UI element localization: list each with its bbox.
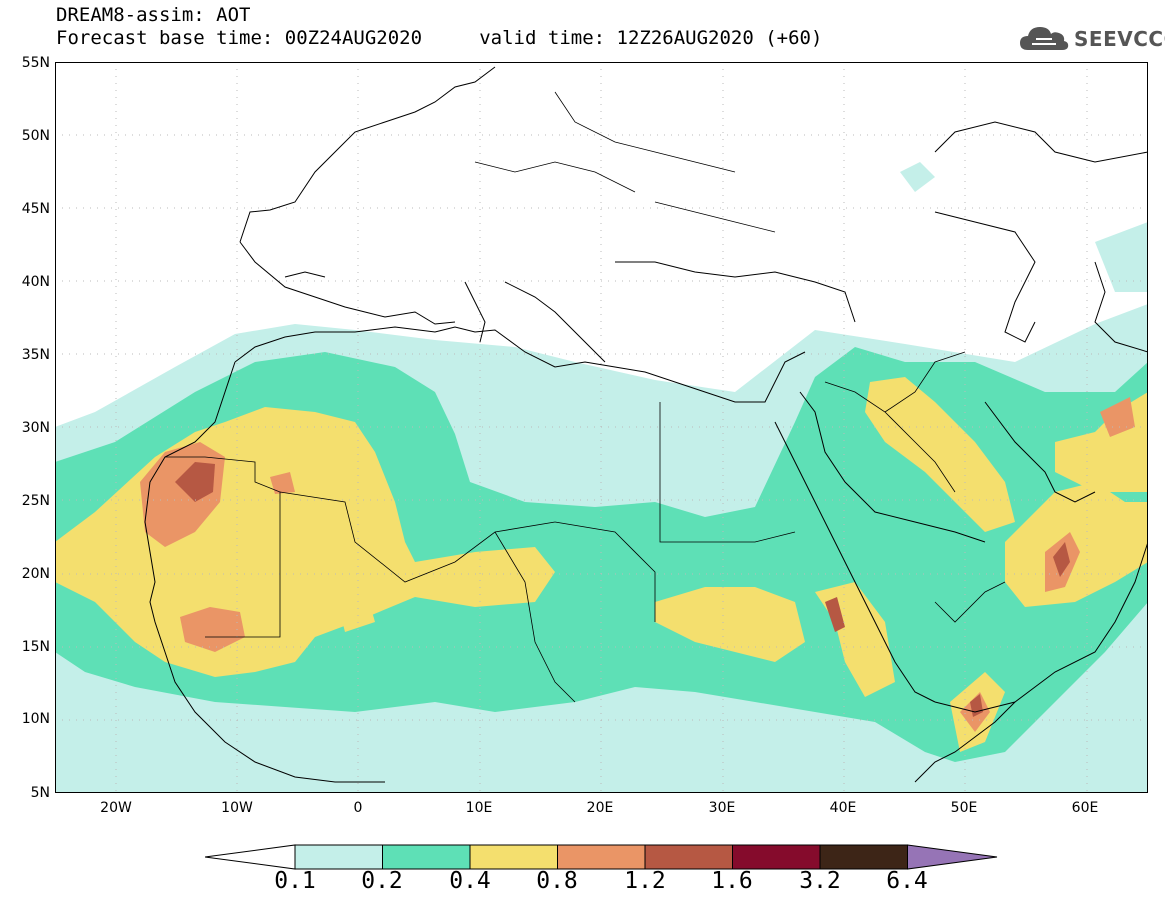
colorbar [205,844,998,870]
seevccc-logo: SEEVCCC [1018,22,1165,56]
lat-label: 10N [21,711,50,727]
aot-map [55,62,1148,793]
colorbar-label: 1.2 [624,868,666,894]
colorbar-label: 6.4 [886,868,928,894]
forecast-time-line: Forecast base time: 00Z24AUG2020 valid t… [56,27,823,49]
colorbar-label: 3.2 [799,868,841,894]
lon-label: 60E [1071,800,1099,816]
colorbar-label: 0.4 [449,868,491,894]
colorbar-segment [557,844,646,870]
lat-label: 20N [21,566,50,582]
cloud-icon [1020,27,1069,50]
lat-label: 55N [21,55,50,71]
lon-label: 30E [708,800,736,816]
logo-text: SEEVCCC [1074,27,1165,51]
coastlines [144,66,1148,783]
lon-label: 20W [100,800,132,816]
aot-band-0-1 [1095,222,1148,292]
colorbar-segment [819,844,908,870]
aot-band-0-4 [865,377,1015,532]
aot-shading [55,162,1148,793]
map-border [55,62,1148,793]
aot-band-0-1 [900,162,935,192]
lon-label: 0 [353,800,363,816]
lat-label: 5N [30,785,50,801]
colorbar-low-arrow [205,844,296,870]
colorbar-segment [294,844,383,870]
colorbar-segment [382,844,471,870]
lat-label: 45N [21,201,50,217]
colorbar-label: 0.1 [274,868,316,894]
colorbar-segment [469,844,558,870]
colorbar-label: 0.2 [361,868,403,894]
aot-band-0-8 [270,472,295,494]
lat-label: 50N [21,128,50,144]
lon-label: 50E [950,800,978,816]
lat-label: 25N [21,493,50,509]
colorbar-label: 1.6 [711,868,753,894]
borders [165,91,1006,703]
colorbar-label: 0.8 [536,868,578,894]
colorbar-segment [644,844,733,870]
lon-label: 10W [221,800,253,816]
lat-label: 35N [21,347,50,363]
aot-band-0-4 [335,587,375,632]
lon-label: 40E [829,800,857,816]
lon-label: 10E [465,800,493,816]
aot-band-1-2 [1053,542,1070,577]
aot-band-0-4 [1005,482,1148,607]
colorbar-segment [732,844,821,870]
lat-label: 30N [21,420,50,436]
aot-band-0-8 [180,607,245,652]
colorbar-high-arrow [907,844,998,870]
graticule [55,62,1148,793]
lon-label: 20E [586,800,614,816]
aot-band-1-2 [825,597,845,632]
lat-label: 40N [21,274,50,290]
lat-label: 15N [21,639,50,655]
map-title: DREAM8-assim: AOT [56,4,251,26]
aot-band-0-4 [655,587,805,662]
aot-band-1-2 [175,462,215,502]
